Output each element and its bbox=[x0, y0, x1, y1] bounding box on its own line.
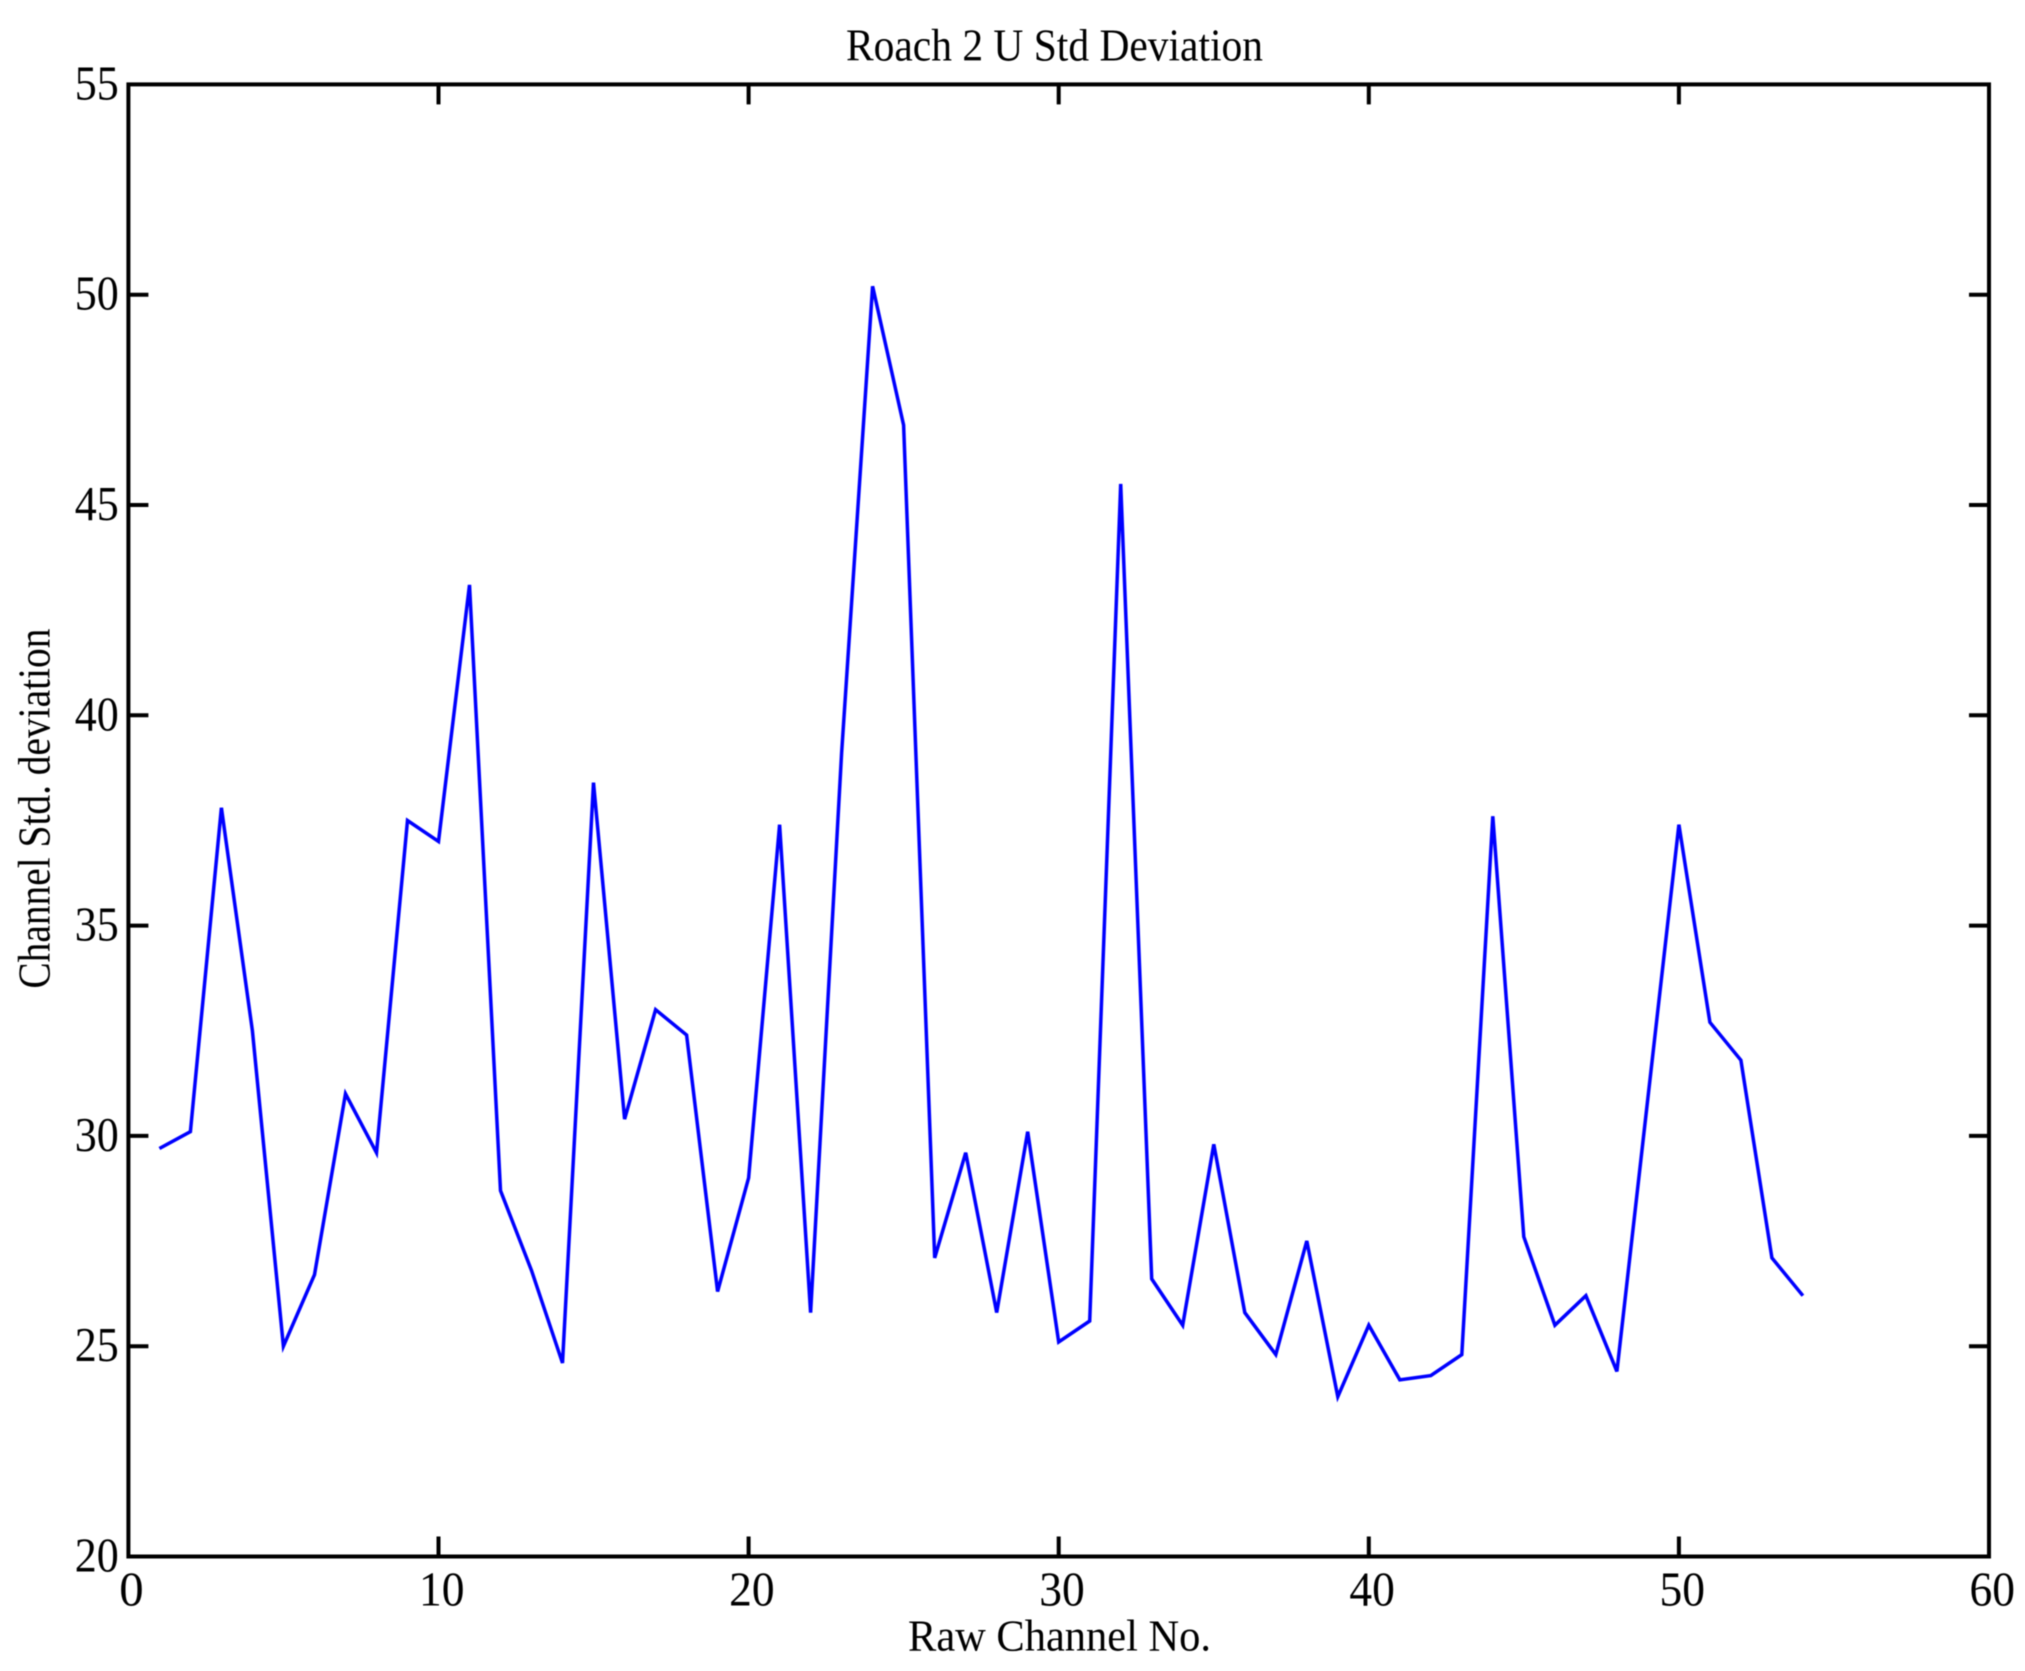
svg-text:Raw Channel No.: Raw Channel No. bbox=[908, 1611, 1211, 1660]
svg-text:50: 50 bbox=[75, 268, 119, 321]
svg-text:50: 50 bbox=[1659, 1564, 1705, 1617]
svg-text:20: 20 bbox=[729, 1564, 775, 1617]
svg-text:Roach 2 U Std Deviation: Roach 2 U Std Deviation bbox=[846, 20, 1263, 70]
svg-text:Channel Std. deviation: Channel Std. deviation bbox=[10, 629, 60, 989]
svg-text:35: 35 bbox=[75, 899, 119, 952]
svg-text:60: 60 bbox=[1970, 1564, 2016, 1617]
svg-text:40: 40 bbox=[75, 688, 119, 741]
svg-text:20: 20 bbox=[75, 1530, 119, 1583]
svg-text:25: 25 bbox=[75, 1319, 119, 1372]
svg-text:30: 30 bbox=[75, 1109, 119, 1162]
svg-text:55: 55 bbox=[75, 57, 119, 110]
svg-text:10: 10 bbox=[419, 1564, 465, 1617]
svg-text:40: 40 bbox=[1349, 1564, 1395, 1617]
svg-text:45: 45 bbox=[75, 478, 119, 531]
svg-text:0: 0 bbox=[119, 1564, 143, 1617]
svg-text:30: 30 bbox=[1039, 1564, 1085, 1617]
